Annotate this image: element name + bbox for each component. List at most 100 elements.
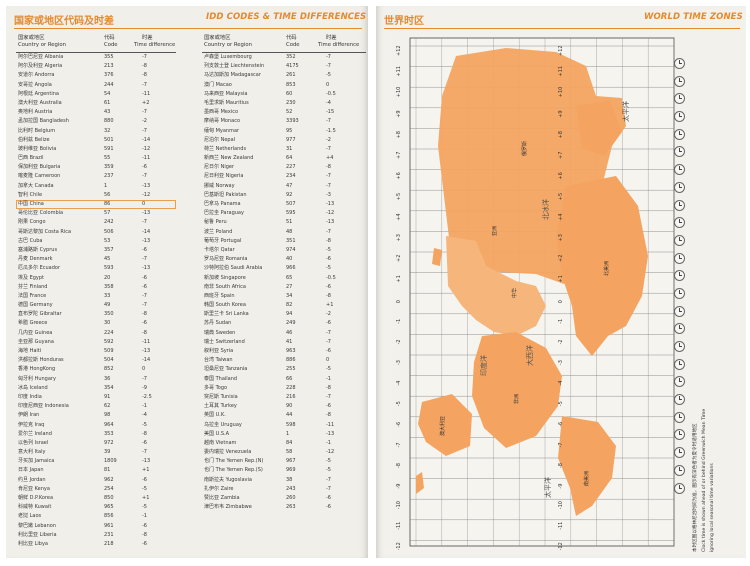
zone-label-edge: +5	[396, 193, 402, 200]
table-row: 马达加斯加 Madagascar 261 -5	[202, 71, 366, 80]
cell-diff: -8	[142, 430, 147, 437]
cell-diff: -13	[142, 210, 151, 217]
cell-code: 62	[104, 403, 111, 410]
cell-country: 卢森堡 Luxembourg	[204, 54, 252, 60]
cell-country: 突尼斯 Tunisia	[204, 393, 238, 400]
ocean-label-indian: 印度洋	[479, 355, 488, 376]
clock-icon	[674, 341, 685, 352]
world-time-zone-map: 太平洋 北冰洋 大西洋 印度洋 太平洋 中华 澳大利亚 南美洲 非洲 北美洲 俄…	[386, 36, 676, 550]
table-row: 澳门 Macao 853 0	[202, 81, 366, 90]
cell-diff: -11	[326, 421, 335, 428]
cell-country: 塞浦路斯 Cyprus	[18, 246, 58, 253]
cell-country: 韩国 South Korea	[204, 302, 246, 309]
cell-code: 60	[286, 90, 293, 97]
cell-diff: -7	[326, 338, 331, 345]
cell-diff: -8	[326, 164, 331, 171]
cell-diff: -13	[326, 430, 335, 437]
cell-code: 27	[286, 283, 293, 290]
table-row: 台湾 Taiwan 886 0	[202, 356, 366, 365]
cell-code: 47	[286, 182, 293, 189]
table-row: 新西兰 New Zealand 64 +4	[202, 154, 366, 163]
cell-code: 64	[286, 155, 293, 162]
cell-country: 利比亚 Libya	[18, 540, 48, 547]
header-country-en: Country or Region	[18, 42, 66, 48]
table-row: 埃及 Egypt 20 -6	[16, 274, 176, 283]
land-australia	[418, 394, 472, 456]
cell-country: 直布罗陀 Gibraltar	[18, 311, 62, 318]
cell-country: 印度 India	[18, 393, 42, 400]
cell-diff: -7	[326, 63, 331, 70]
table-row: 哥斯达黎加 Costa Rica 506 -14	[16, 228, 176, 237]
zone-label-edge: -3	[396, 360, 402, 365]
table-row: 匈牙利 Hungary 36 -7	[16, 375, 176, 384]
table-row: 津巴布韦 Zimbabwe 263 -6	[202, 503, 366, 512]
cell-code: 49	[104, 302, 111, 309]
cell-code: 91	[104, 393, 111, 400]
table-header: 国家或地区 Country or Region 代码 Code 时差 Time …	[16, 33, 176, 53]
ocean-label-pacific-n: 太平洋	[621, 101, 630, 122]
cell-code: 598	[286, 421, 296, 428]
cell-code: 51	[286, 219, 293, 226]
zone-label-inner: -3	[558, 360, 564, 365]
cell-code: 853	[286, 81, 296, 88]
cell-diff: -5	[142, 485, 147, 492]
zone-label-edge: -10	[396, 501, 402, 509]
code-table-column-b: 国家或地区 Country or Region 代码 Code 时差 Time …	[202, 33, 366, 512]
cell-country: 肯尼亚 Kenya	[18, 485, 50, 492]
table-row: 塞浦路斯 Cyprus 357 -6	[16, 246, 176, 255]
clock-icon	[674, 429, 685, 441]
cell-diff: -7	[142, 449, 147, 456]
table-row: 秘鲁 Peru 51 -13	[202, 218, 366, 227]
table-row: 智利 Chile 56 -12	[16, 191, 176, 200]
clock-icon	[674, 394, 685, 406]
cell-country: 新加坡 Singapore	[204, 274, 246, 281]
cell-diff: -7	[142, 109, 147, 116]
cell-country: 土耳其 Turkey	[204, 403, 237, 410]
cell-diff: -7	[326, 173, 331, 180]
cell-country: 伯利兹 Belize	[18, 136, 50, 143]
table-body-a: 阿尔巴尼亚 Albania 355 -7 阿尔及利亚 Algeria 213 -8 安道尔 …	[16, 53, 176, 549]
cell-code: 58	[286, 449, 293, 456]
cell-country: 南非 South Africa	[204, 283, 246, 290]
cell-code: 4175	[286, 63, 299, 70]
cell-country: 埃及 Egypt	[18, 274, 45, 281]
zone-label-inner: +5	[558, 193, 564, 200]
zone-label-edge: +4	[396, 213, 402, 220]
cell-code: 55	[104, 155, 111, 162]
land-new-zealand	[416, 472, 424, 494]
clock-icon	[674, 252, 685, 264]
cell-code: 65	[286, 274, 293, 281]
cell-diff: -14	[142, 136, 151, 143]
cell-code: 595	[286, 210, 296, 217]
table-row: 也门 The Yemen Rep.(N) 967 -5	[202, 457, 366, 466]
cell-diff: -7	[142, 219, 147, 226]
cell-diff: -6	[142, 164, 147, 171]
table-row: 阿尔及利亚 Algeria 213 -8	[16, 62, 176, 71]
cell-diff: -7	[142, 256, 147, 263]
table-row: 巴西 Brazil 55 -11	[16, 154, 176, 163]
code-table-column-a: 国家或地区 Country or Region 代码 Code 时差 Time …	[16, 33, 176, 549]
cell-code: 886	[286, 357, 296, 364]
clock-icon	[674, 146, 685, 158]
cell-diff: -1.5	[326, 127, 336, 134]
map-notes: 本时区图以格林尼治时间为准，图示有深色者为夏令时适用地区 Clock time …	[690, 404, 730, 554]
cell-country: 挪威 Norway	[204, 182, 235, 189]
cell-code: 30	[104, 320, 111, 327]
table-row: 南斯拉夫 Yugoslavia 38 -7	[202, 476, 366, 485]
zone-label-inner: -4	[558, 381, 564, 386]
cell-code: 46	[286, 329, 293, 336]
table-row: 卢森堡 Luxembourg 352 -7	[202, 53, 366, 62]
cell-country: 瑞士 Switzerland	[204, 338, 245, 345]
cell-diff: -8	[326, 412, 331, 419]
cell-code: 249	[286, 320, 296, 327]
land-label-russia: 俄罗斯	[521, 141, 528, 156]
cell-code: 66	[286, 375, 293, 382]
cell-code: 350	[104, 311, 114, 318]
cell-country: 扎伊尔 Zaire	[204, 485, 234, 492]
land-japan	[432, 248, 442, 266]
cell-country: 缅甸 Myanmar	[204, 127, 240, 134]
cell-country: 澳门 Macao	[204, 81, 232, 88]
header-country-cn: 国家或地区	[204, 35, 231, 41]
cell-country: 台湾 Taiwan	[204, 357, 233, 364]
table-row: 喀麦隆 Cameroon 237 -7	[16, 172, 176, 181]
